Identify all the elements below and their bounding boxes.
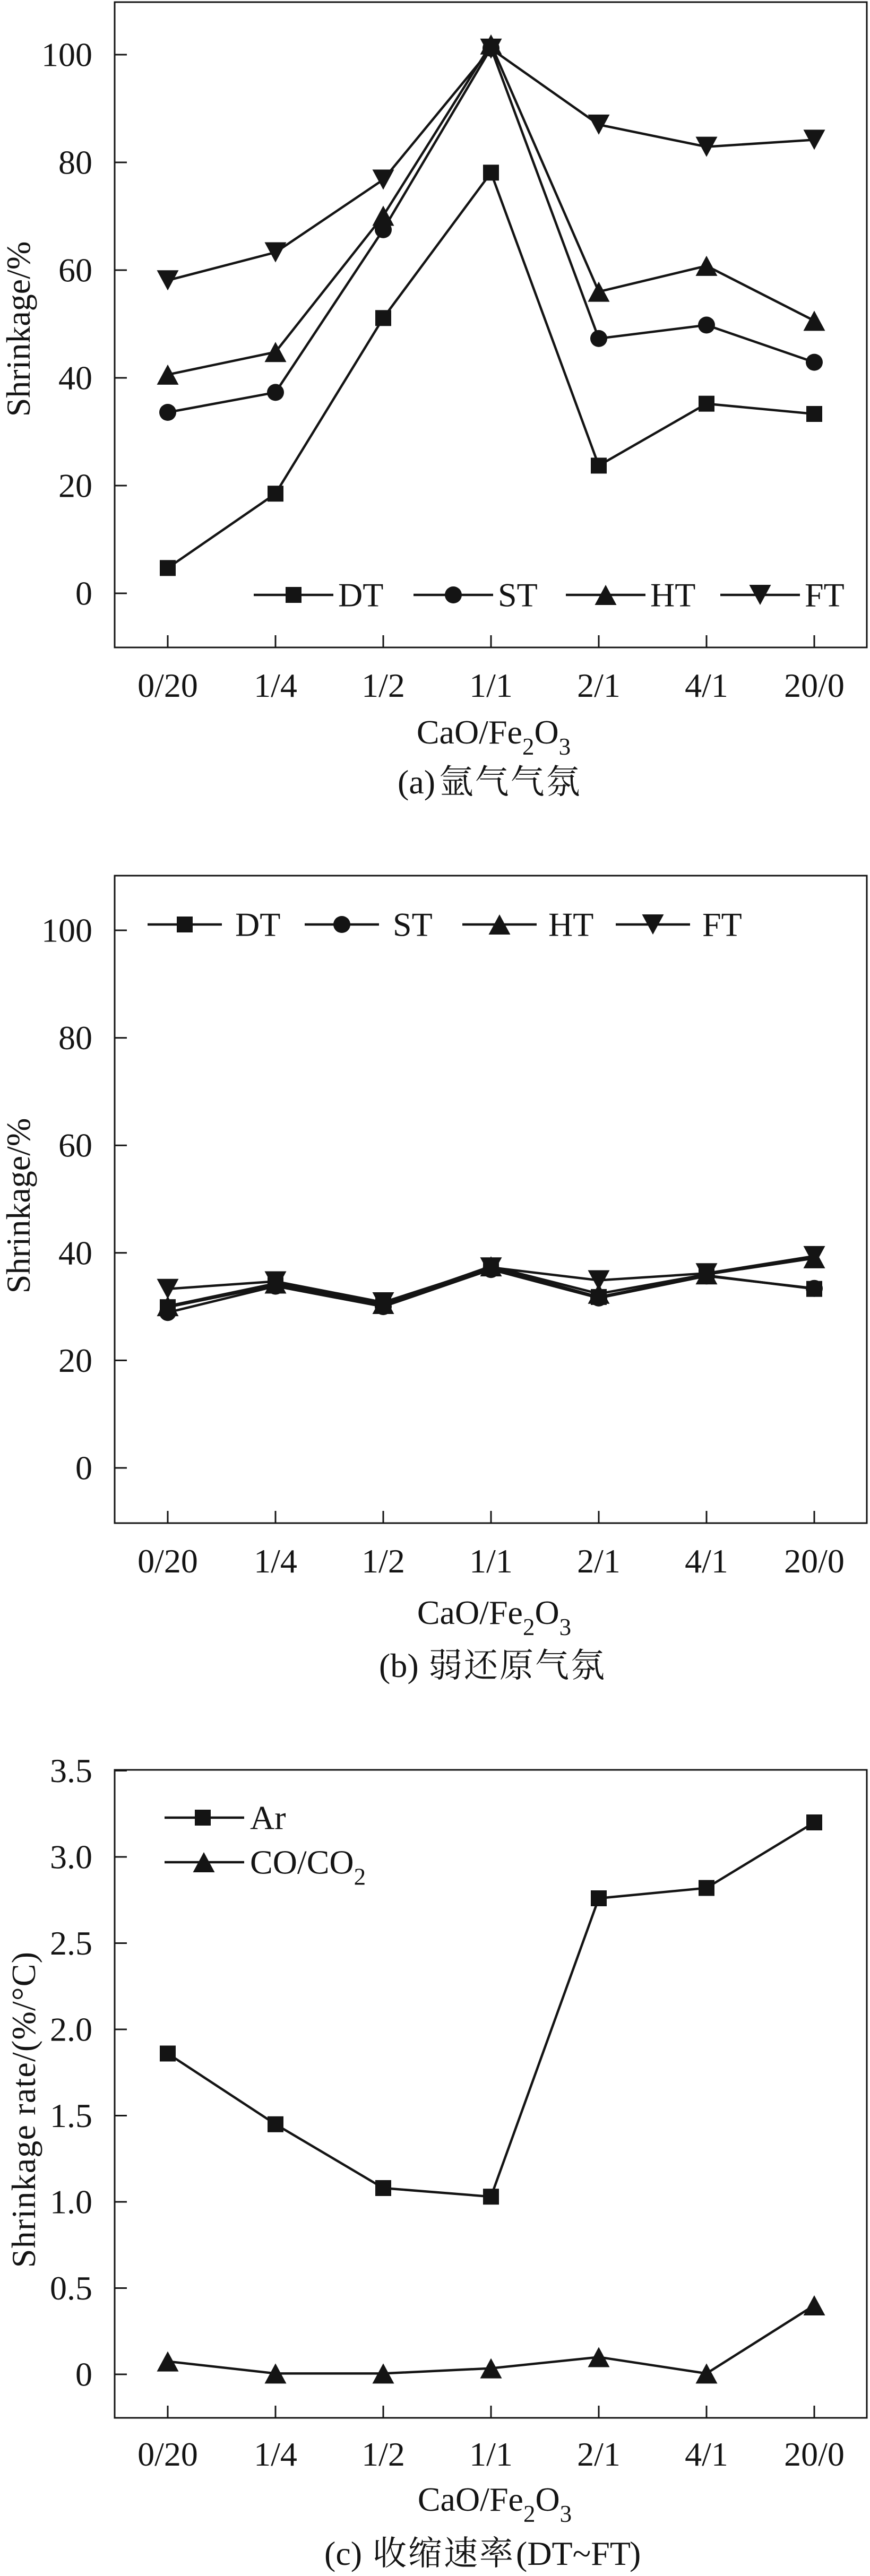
svg-text:2/1: 2/1 (577, 2435, 621, 2473)
svg-text:1/2: 1/2 (361, 2435, 405, 2473)
svg-text:20/0: 20/0 (784, 667, 845, 704)
svg-text:1/4: 1/4 (254, 1542, 297, 1580)
svg-text:FT: FT (805, 576, 845, 614)
svg-text:Shrinkage rate/(%/°C): Shrinkage rate/(%/°C) (5, 1951, 42, 2268)
svg-text:0.5: 0.5 (50, 2269, 92, 2307)
svg-text:40: 40 (58, 1234, 92, 1272)
svg-text:Shrinkage/%: Shrinkage/% (0, 1118, 37, 1294)
svg-text:1/1: 1/1 (469, 1542, 513, 1580)
svg-text:4/1: 4/1 (685, 667, 728, 704)
svg-text:20: 20 (58, 1342, 92, 1379)
svg-text:): ) (630, 2535, 641, 2572)
svg-text:2/1: 2/1 (577, 667, 621, 704)
svg-text:2.5: 2.5 (50, 1924, 92, 1962)
svg-text:0/20: 0/20 (137, 2435, 198, 2473)
svg-text:3.0: 3.0 (50, 1838, 92, 1876)
svg-text:80: 80 (58, 1019, 92, 1057)
svg-text:100: 100 (41, 912, 92, 949)
svg-text:1/4: 1/4 (254, 667, 297, 704)
svg-text:60: 60 (58, 1127, 92, 1164)
svg-text:1/2: 1/2 (361, 1542, 405, 1580)
svg-text:1/1: 1/1 (469, 667, 513, 704)
svg-text:0/20: 0/20 (137, 667, 198, 704)
svg-text:0: 0 (75, 575, 92, 612)
svg-text:DT: DT (338, 576, 383, 614)
svg-text:FT: FT (702, 906, 742, 944)
svg-text:100: 100 (41, 36, 92, 74)
svg-text:Ar: Ar (250, 1799, 286, 1837)
svg-text:0/20: 0/20 (137, 1542, 198, 1580)
svg-text:(a): (a) (398, 763, 435, 801)
svg-text:60: 60 (58, 252, 92, 289)
svg-text:20: 20 (58, 467, 92, 505)
svg-text:ST: ST (498, 576, 538, 614)
svg-text:(b): (b) (379, 1647, 419, 1684)
svg-text:HT: HT (650, 576, 695, 614)
svg-text:(DT~FT: (DT~FT (516, 2535, 631, 2572)
svg-text:40: 40 (58, 359, 92, 397)
svg-text:DT: DT (235, 906, 280, 944)
svg-text:1/2: 1/2 (361, 667, 405, 704)
svg-text:0: 0 (75, 2356, 92, 2393)
svg-text:20/0: 20/0 (784, 2435, 845, 2473)
svg-text:1/4: 1/4 (254, 2435, 297, 2473)
svg-text:1.0: 1.0 (50, 2183, 92, 2221)
svg-text:1/1: 1/1 (469, 2435, 513, 2473)
svg-text:2/1: 2/1 (577, 1542, 621, 1580)
svg-text:Shrinkage/%: Shrinkage/% (0, 241, 37, 417)
svg-text:2.0: 2.0 (50, 2011, 92, 2048)
svg-text:1.5: 1.5 (50, 2097, 92, 2134)
svg-text:HT: HT (548, 906, 593, 944)
svg-text:20/0: 20/0 (784, 1542, 845, 1580)
svg-text:4/1: 4/1 (685, 1542, 728, 1580)
svg-text:3.5: 3.5 (50, 1752, 92, 1790)
svg-text:80: 80 (58, 144, 92, 181)
svg-text:(c): (c) (324, 2535, 362, 2572)
svg-text:0: 0 (75, 1449, 92, 1487)
svg-text:ST: ST (393, 906, 433, 944)
svg-text:4/1: 4/1 (685, 2435, 728, 2473)
